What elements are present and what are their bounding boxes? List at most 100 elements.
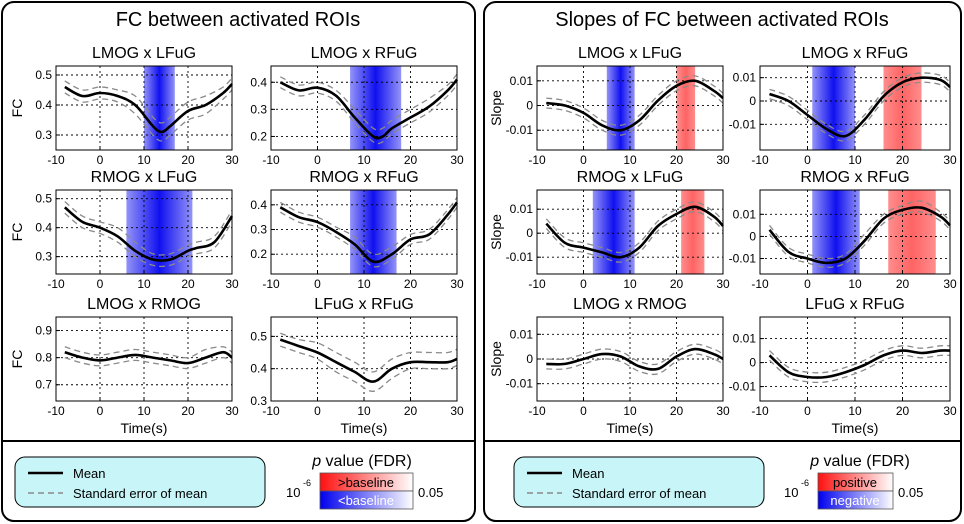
x-tick-label: -10 [47, 277, 65, 291]
y-tick-label: 0.4 [250, 198, 267, 212]
x-tick-label: 30 [716, 277, 730, 291]
y-tick-label: 0 [526, 99, 533, 113]
x-tick-label: 0 [580, 277, 587, 291]
subplot-1: 0.3 0.4 0.5 -10 0 10 20 30 LMOG x LFuG FC [9, 45, 239, 167]
x-axis-label: Time(s) [832, 420, 879, 436]
sem-lower-line [279, 206, 458, 268]
x-tick-label: 30 [716, 153, 730, 167]
sem-upper-line [64, 346, 233, 359]
x-tick-label: 30 [450, 153, 464, 167]
subplot-title: RMOG x RFuG [800, 169, 909, 186]
subplot-title: LMOG x RFuG [802, 45, 909, 62]
x-tick-label: -10 [528, 153, 546, 167]
mean-line [279, 78, 459, 140]
x-tick-label: 20 [404, 153, 418, 167]
y-tick-label: -0.01 [729, 117, 757, 131]
subplot-title: RMOG x LFuG [91, 169, 198, 186]
x-tick-label: 10 [623, 153, 637, 167]
x-tick-label: 10 [848, 153, 862, 167]
scale-min-label: 10 [286, 485, 300, 500]
left-panel-title: FC between activated ROIs [116, 9, 361, 31]
mean-line [546, 79, 724, 132]
subplot-9: -0.01 0 0.01 -10 0 10 20 30 RMOG x LFuG Slope [488, 169, 730, 291]
x-tick-label: 10 [848, 404, 862, 418]
y-tick-label: 0.5 [250, 329, 267, 343]
sem-upper-line [280, 332, 458, 373]
x-tick-label: 0 [580, 404, 587, 418]
y-axis-label: Slope [488, 90, 504, 126]
subplot-title: RMOG x LFuG [577, 169, 684, 186]
sem-legend-label: Standard error of mean [73, 486, 207, 501]
y-tick-label: 0.01 [510, 327, 534, 341]
subplot-title: LMOG x RMOG [87, 296, 201, 313]
x-tick-label: 0 [97, 404, 104, 418]
y-tick-label: 0.01 [510, 74, 534, 88]
x-tick-label: 30 [450, 277, 464, 291]
sem-lower-line [769, 81, 951, 142]
left-panel-frame [1, 1, 476, 522]
x-axis-label: Time(s) [341, 420, 388, 436]
subplot-title: LMOG x RMOG [573, 296, 687, 313]
scale-min-label: 10 [784, 485, 798, 500]
mean-line [545, 205, 724, 259]
y-tick-label: 0.5 [35, 192, 52, 206]
y-axis-label: FC [9, 223, 25, 242]
negative-band [812, 190, 860, 274]
x-tick-label: 20 [181, 277, 195, 291]
colorbar-lower [817, 490, 894, 510]
y-tick-label: 0.01 [510, 202, 534, 216]
y-tick-label: 0 [749, 229, 756, 243]
y-tick-label: 0.7 [35, 378, 52, 392]
y-tick-label: 0.3 [250, 394, 267, 408]
x-tick-label: 0 [580, 153, 587, 167]
mean-line [63, 206, 234, 262]
y-tick-label: 0.4 [35, 221, 52, 235]
y-tick-label: -0.01 [506, 123, 534, 137]
subplot-11: -0.01 0 0.01 -10 0 10 20 30 LMOG x RMOG Slope Time… [488, 296, 730, 436]
subplot-title: LFuG x RFuG [805, 296, 905, 313]
x-tick-label: 10 [357, 404, 371, 418]
scale-max-label: 0.05 [418, 485, 443, 500]
subplot-2: 0.2 0.3 0.4 -10 0 10 20 30 LMOG x RFuG [250, 45, 464, 167]
sem-lower-line [280, 84, 458, 145]
negative-band [350, 190, 397, 274]
y-tick-label: 0.4 [250, 362, 267, 376]
negative-band [592, 190, 635, 274]
x-tick-label: -10 [47, 404, 65, 418]
y-tick-label: 0 [526, 352, 533, 366]
x-tick-label: -10 [751, 153, 769, 167]
mean-line [769, 76, 951, 138]
subplot-title: RMOG x RFuG [309, 169, 418, 186]
x-tick-label: 20 [896, 404, 910, 418]
subplot-title: LMOG x LFuG [92, 45, 196, 62]
x-tick-label: 20 [896, 153, 910, 167]
mean-line [279, 338, 458, 383]
x-tick-label: 10 [623, 277, 637, 291]
pvalue-title: p value (FDR) [311, 453, 412, 470]
x-tick-label: 10 [137, 404, 151, 418]
subplot-3: 0.3 0.4 0.5 -10 0 10 20 30 RMOG x LFuG FC [9, 169, 239, 291]
x-tick-label: 10 [623, 404, 637, 418]
right-legend: Mean Standard error of mean p value (FDR… [513, 453, 923, 510]
x-tick-label: 10 [357, 277, 371, 291]
x-tick-label: -10 [751, 277, 769, 291]
subplot-4: 0.2 0.3 0.4 -10 0 10 20 30 RMOG x RFuG [250, 169, 464, 291]
y-tick-label: 0 [526, 226, 533, 240]
mean-legend-label: Mean [73, 466, 106, 481]
x-tick-label: 30 [943, 404, 957, 418]
x-tick-label: 0 [314, 404, 321, 418]
x-tick-label: 20 [404, 277, 418, 291]
colorbar-lower-label: <baseline [338, 493, 394, 508]
negative-band [606, 66, 635, 150]
y-tick-label: 0.2 [250, 247, 267, 261]
sem-lower-line [546, 353, 724, 376]
x-tick-label: 0 [314, 277, 321, 291]
colorbar-lower-label: negative [830, 493, 879, 508]
mean-line [64, 83, 233, 134]
y-tick-label: 0.2 [250, 129, 267, 143]
x-tick-label: -10 [262, 153, 280, 167]
y-tick-label: 0 [749, 94, 756, 108]
sem-lower-line [546, 84, 724, 136]
y-tick-label: 0.3 [35, 128, 52, 142]
